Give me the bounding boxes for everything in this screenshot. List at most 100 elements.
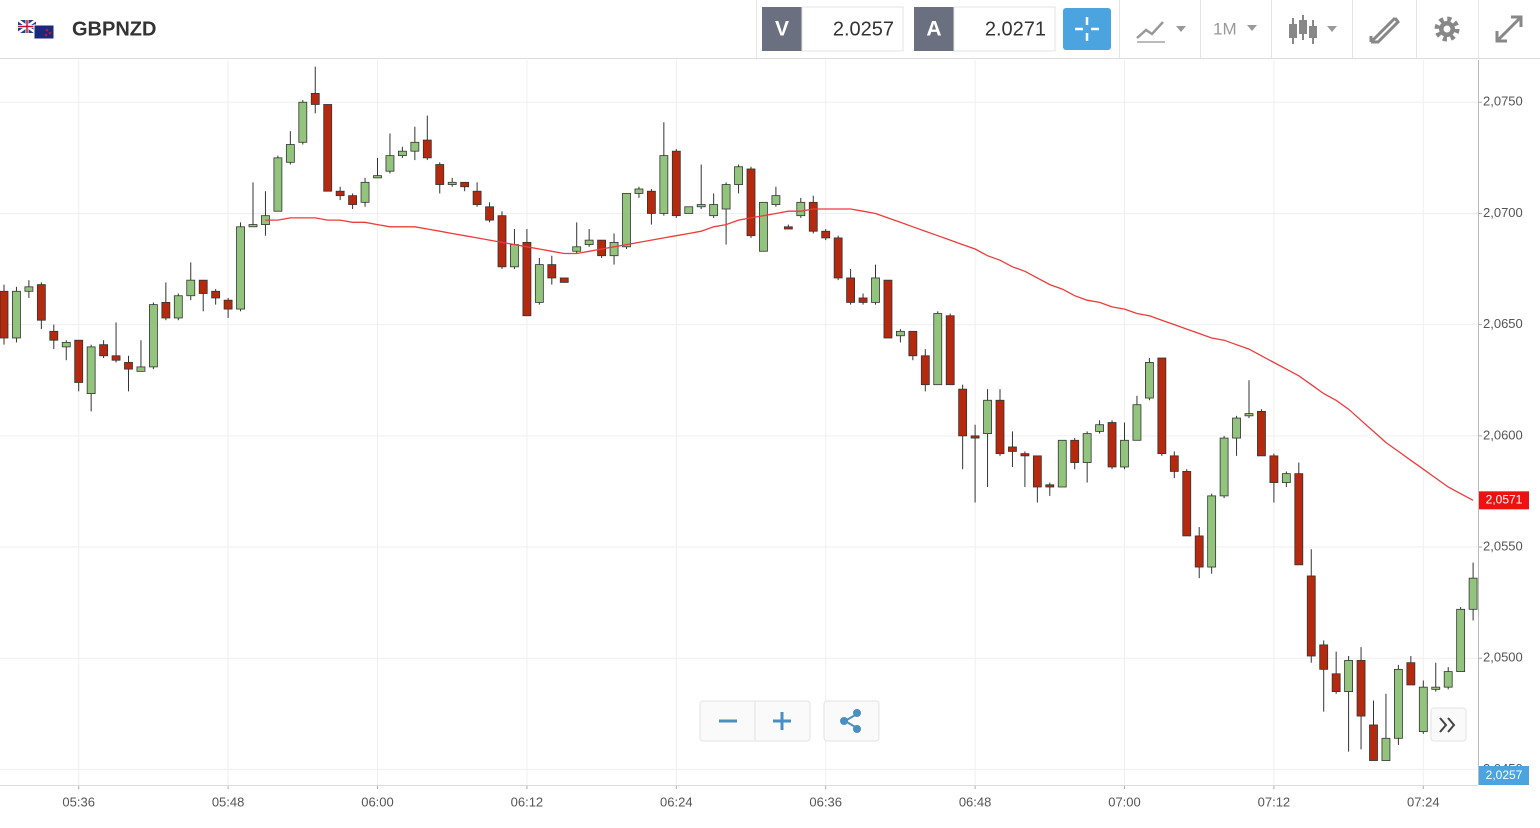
candle-body [871, 277, 880, 303]
candle-body [348, 195, 358, 205]
timeframe[interactable]: 1M [1213, 19, 1237, 38]
candle-body [1443, 671, 1453, 688]
candle-body [647, 190, 656, 214]
candle-body [1406, 662, 1416, 686]
ma-label-box [1479, 491, 1529, 510]
candle-body [1095, 424, 1104, 432]
zoom-in-button[interactable] [773, 712, 791, 730]
candle-body [1232, 417, 1241, 439]
candles-button[interactable] [1289, 15, 1337, 44]
x-tick-label: 07:12 [1258, 794, 1291, 809]
candle-body [1082, 433, 1092, 463]
candle-body [61, 342, 71, 348]
candle-body [1331, 673, 1341, 692]
candle-body [1257, 410, 1266, 457]
candle-body [734, 166, 743, 185]
candle-body [1032, 455, 1042, 488]
candle-body [759, 201, 768, 252]
share-button[interactable] [840, 709, 861, 733]
candle-body [659, 155, 669, 214]
candle-body [572, 246, 582, 252]
crosshair-icon [1075, 17, 1099, 41]
candle-body [945, 315, 955, 386]
candle-body [86, 346, 96, 394]
candle-body [534, 264, 544, 303]
candle-body [522, 241, 532, 317]
y-tick-label: 2,0600 [1483, 427, 1523, 442]
candle-body [485, 206, 494, 221]
timeframe-caret [1247, 25, 1257, 31]
candle-body [833, 237, 843, 279]
chart-type-button[interactable] [1136, 21, 1186, 43]
candle-body [460, 181, 470, 188]
candle-body [223, 299, 233, 310]
candle-body [547, 264, 557, 279]
fullscreen-button[interactable] [1495, 15, 1523, 43]
candle-body [1132, 404, 1142, 441]
x-tick-label: 06:00 [361, 794, 394, 809]
candle-body [1182, 471, 1192, 537]
plot: 2,04502,05002,05502,06002,06502,07002,07… [0, 60, 1529, 809]
y-tick-label: 2,0500 [1483, 650, 1523, 665]
candle-body [335, 190, 345, 197]
candle-body [248, 224, 258, 228]
candle-body [1281, 473, 1291, 483]
candle-body [933, 313, 943, 386]
candle-body [49, 330, 59, 341]
x-tick-label: 06:48 [959, 794, 992, 809]
ask-box[interactable] [953, 6, 1056, 52]
ask-badge[interactable] [914, 7, 954, 51]
candle-body [161, 302, 171, 319]
candle-body [99, 344, 108, 357]
candle-body [435, 164, 445, 185]
flag-icon [17, 18, 55, 40]
candle-body [198, 279, 208, 294]
candle-body [771, 195, 781, 205]
scroll-end-box [1430, 707, 1467, 742]
candle-body [1418, 686, 1428, 733]
bid-badge[interactable] [762, 7, 802, 51]
crosshair-button[interactable] [1063, 8, 1111, 50]
candle-body [622, 193, 631, 248]
bid-price: 2.0257 [833, 18, 894, 40]
candle-body [1145, 362, 1154, 399]
candle-body [1070, 439, 1080, 463]
candle-body [721, 184, 731, 210]
x-tick-label: 07:00 [1108, 794, 1141, 809]
candle-body [410, 141, 420, 152]
scroll-end-button[interactable] [1439, 717, 1456, 733]
candle-body [1394, 668, 1403, 739]
candle-body [186, 279, 196, 297]
symbol: GBPNZD [72, 18, 156, 40]
candle-body [1344, 660, 1353, 692]
candle-body [1319, 644, 1329, 670]
bid-box[interactable] [801, 6, 904, 52]
candle-body [883, 279, 893, 339]
x-tick-label: 06:24 [660, 794, 693, 809]
candle-body [74, 339, 84, 383]
share-box [823, 700, 880, 742]
candle-body [111, 355, 121, 361]
y-tick-label: 2,0550 [1483, 538, 1523, 553]
candle-body [1057, 439, 1067, 488]
candle-body [148, 304, 158, 368]
candle-body [1107, 422, 1117, 468]
price-label: 2,0257 [1486, 768, 1523, 782]
settings-button[interactable] [1434, 16, 1460, 42]
candle-body [310, 92, 320, 105]
draw-button[interactable] [1369, 16, 1400, 44]
candle-body [1381, 737, 1391, 761]
candle-body [1194, 535, 1204, 568]
candle-body [1431, 686, 1441, 690]
candle-body [298, 101, 308, 143]
candle-body [808, 201, 818, 232]
candle-body [983, 399, 992, 435]
candle-body [995, 399, 1005, 455]
candle-body [1207, 495, 1217, 568]
y-tick-label: 2,0700 [1483, 205, 1523, 220]
candle-body [1468, 577, 1478, 610]
candle-body [584, 239, 594, 245]
candle-body [236, 226, 245, 310]
candle-body [671, 150, 681, 217]
